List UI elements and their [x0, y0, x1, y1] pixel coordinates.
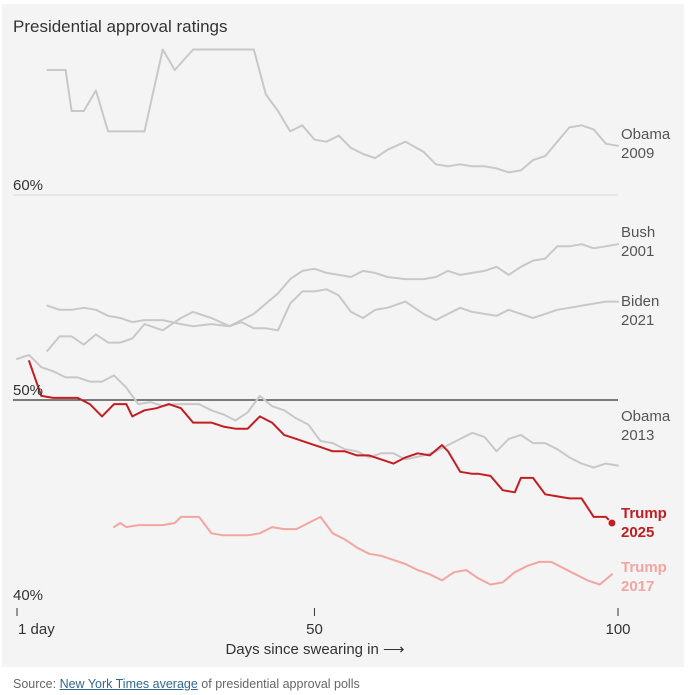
series-line-trump-2017 [113, 515, 613, 586]
source-suffix: of presidential approval polls [197, 677, 360, 691]
source-prefix: Source: [13, 677, 60, 691]
series-labels: Obama 2009 Bush 2001 Biden 2021 Obama 2013 Trump… [621, 126, 671, 595]
x-tick-label: 50 [306, 621, 323, 638]
series-lines [16, 48, 619, 586]
series-label-obama-2013-name: Obama [621, 408, 671, 425]
series-label-bush-2001-name: Bush [621, 224, 655, 241]
series-label-obama-2009-name: Obama [621, 126, 671, 143]
series-label-obama-2013-year: 2013 [621, 427, 654, 444]
x-tick-label: 100 [605, 621, 630, 638]
chart-panel [2, 4, 684, 667]
source-note: Source: New York Times average of presid… [13, 677, 360, 691]
y-axis: 60% 50% 40% [13, 177, 43, 604]
series-label-trump-2017-name: Trump [621, 559, 667, 576]
series-line-trump-2025 [28, 360, 613, 524]
series-line-biden-2021 [46, 288, 619, 332]
series-line-obama-2013 [16, 353, 619, 469]
series-line-obama-2009 [46, 48, 619, 174]
series-label-bush-2001-year: 2001 [621, 243, 654, 260]
series-label-trump-2025-name: Trump [621, 505, 667, 522]
x-axis: 1 day 50 100 Days since swearing in ⟶ [16, 608, 631, 658]
source-link[interactable]: New York Times average [59, 677, 198, 691]
gridlines [13, 194, 618, 401]
approval-line-chart: Obama 2009 Bush 2001 Biden 2021 Obama 2013 Trump… [13, 48, 671, 658]
chart-title: Presidential approval ratings [13, 17, 228, 36]
series-label-trump-2017-year: 2017 [621, 578, 654, 595]
series-line-bush-2001 [46, 243, 619, 352]
x-axis-title: Days since swearing in ⟶ [225, 641, 404, 658]
series-label-biden-2021-name: Biden [621, 293, 659, 310]
series-label-obama-2009-year: 2009 [621, 145, 654, 162]
y-tick-label: 50% [13, 382, 43, 399]
y-tick-label: 40% [13, 587, 43, 604]
endpoint-marker-trump-2025 [607, 518, 617, 528]
y-tick-label: 60% [13, 177, 43, 194]
series-label-trump-2025-year: 2025 [621, 524, 654, 541]
x-tick-label: 1 day [18, 621, 55, 638]
series-label-biden-2021-year: 2021 [621, 312, 654, 329]
